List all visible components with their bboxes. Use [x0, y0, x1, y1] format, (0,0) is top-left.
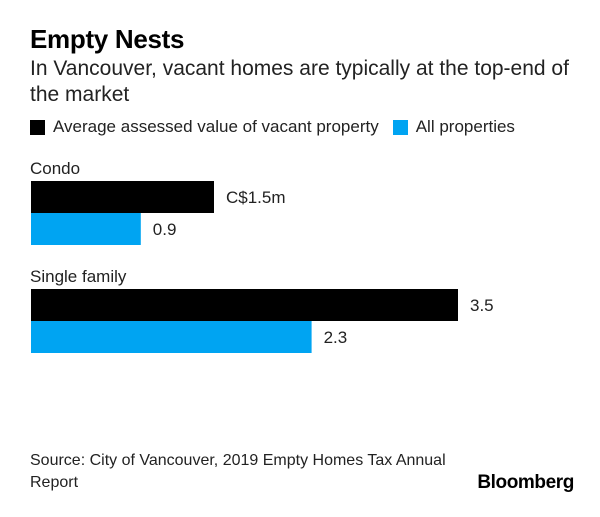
- value-label-condo-vacant: C$1.5m: [226, 188, 286, 207]
- legend-label-vacant: Average assessed value of vacant propert…: [53, 117, 379, 136]
- bloomberg-logo: Bloomberg: [477, 472, 574, 493]
- source-note: Source: City of Vancouver, 2019 Empty Ho…: [30, 452, 446, 491]
- bar-condo-vacant: [31, 181, 214, 213]
- value-label-condo-all: 0.9: [153, 220, 177, 239]
- legend-label-all: All properties: [415, 117, 515, 136]
- bar-single-family-all: [31, 321, 312, 353]
- category-label-single-family: Single family: [30, 267, 127, 286]
- category-label-condo: Condo: [30, 159, 80, 178]
- bar-condo-all: [31, 213, 141, 245]
- legend: Average assessed value of vacant propert…: [30, 117, 515, 137]
- chart-title: Empty Nests: [30, 24, 185, 54]
- legend-entry-vacant: Average assessed value of vacant propert…: [30, 117, 379, 137]
- bar-chart: Condo C$1.5m 0.9 Single family 3.5 2.3: [30, 159, 494, 353]
- bar-single-family-vacant: [31, 289, 458, 321]
- legend-swatch-all: [392, 119, 408, 135]
- value-label-single-family-vacant: 3.5: [470, 296, 494, 315]
- legend-swatch-vacant: [30, 119, 45, 135]
- value-label-single-family-all: 2.3: [324, 328, 348, 347]
- legend-entry-all: All properties: [392, 117, 515, 137]
- chart-subtitle: In Vancouver, vacant homes are typically…: [30, 57, 569, 106]
